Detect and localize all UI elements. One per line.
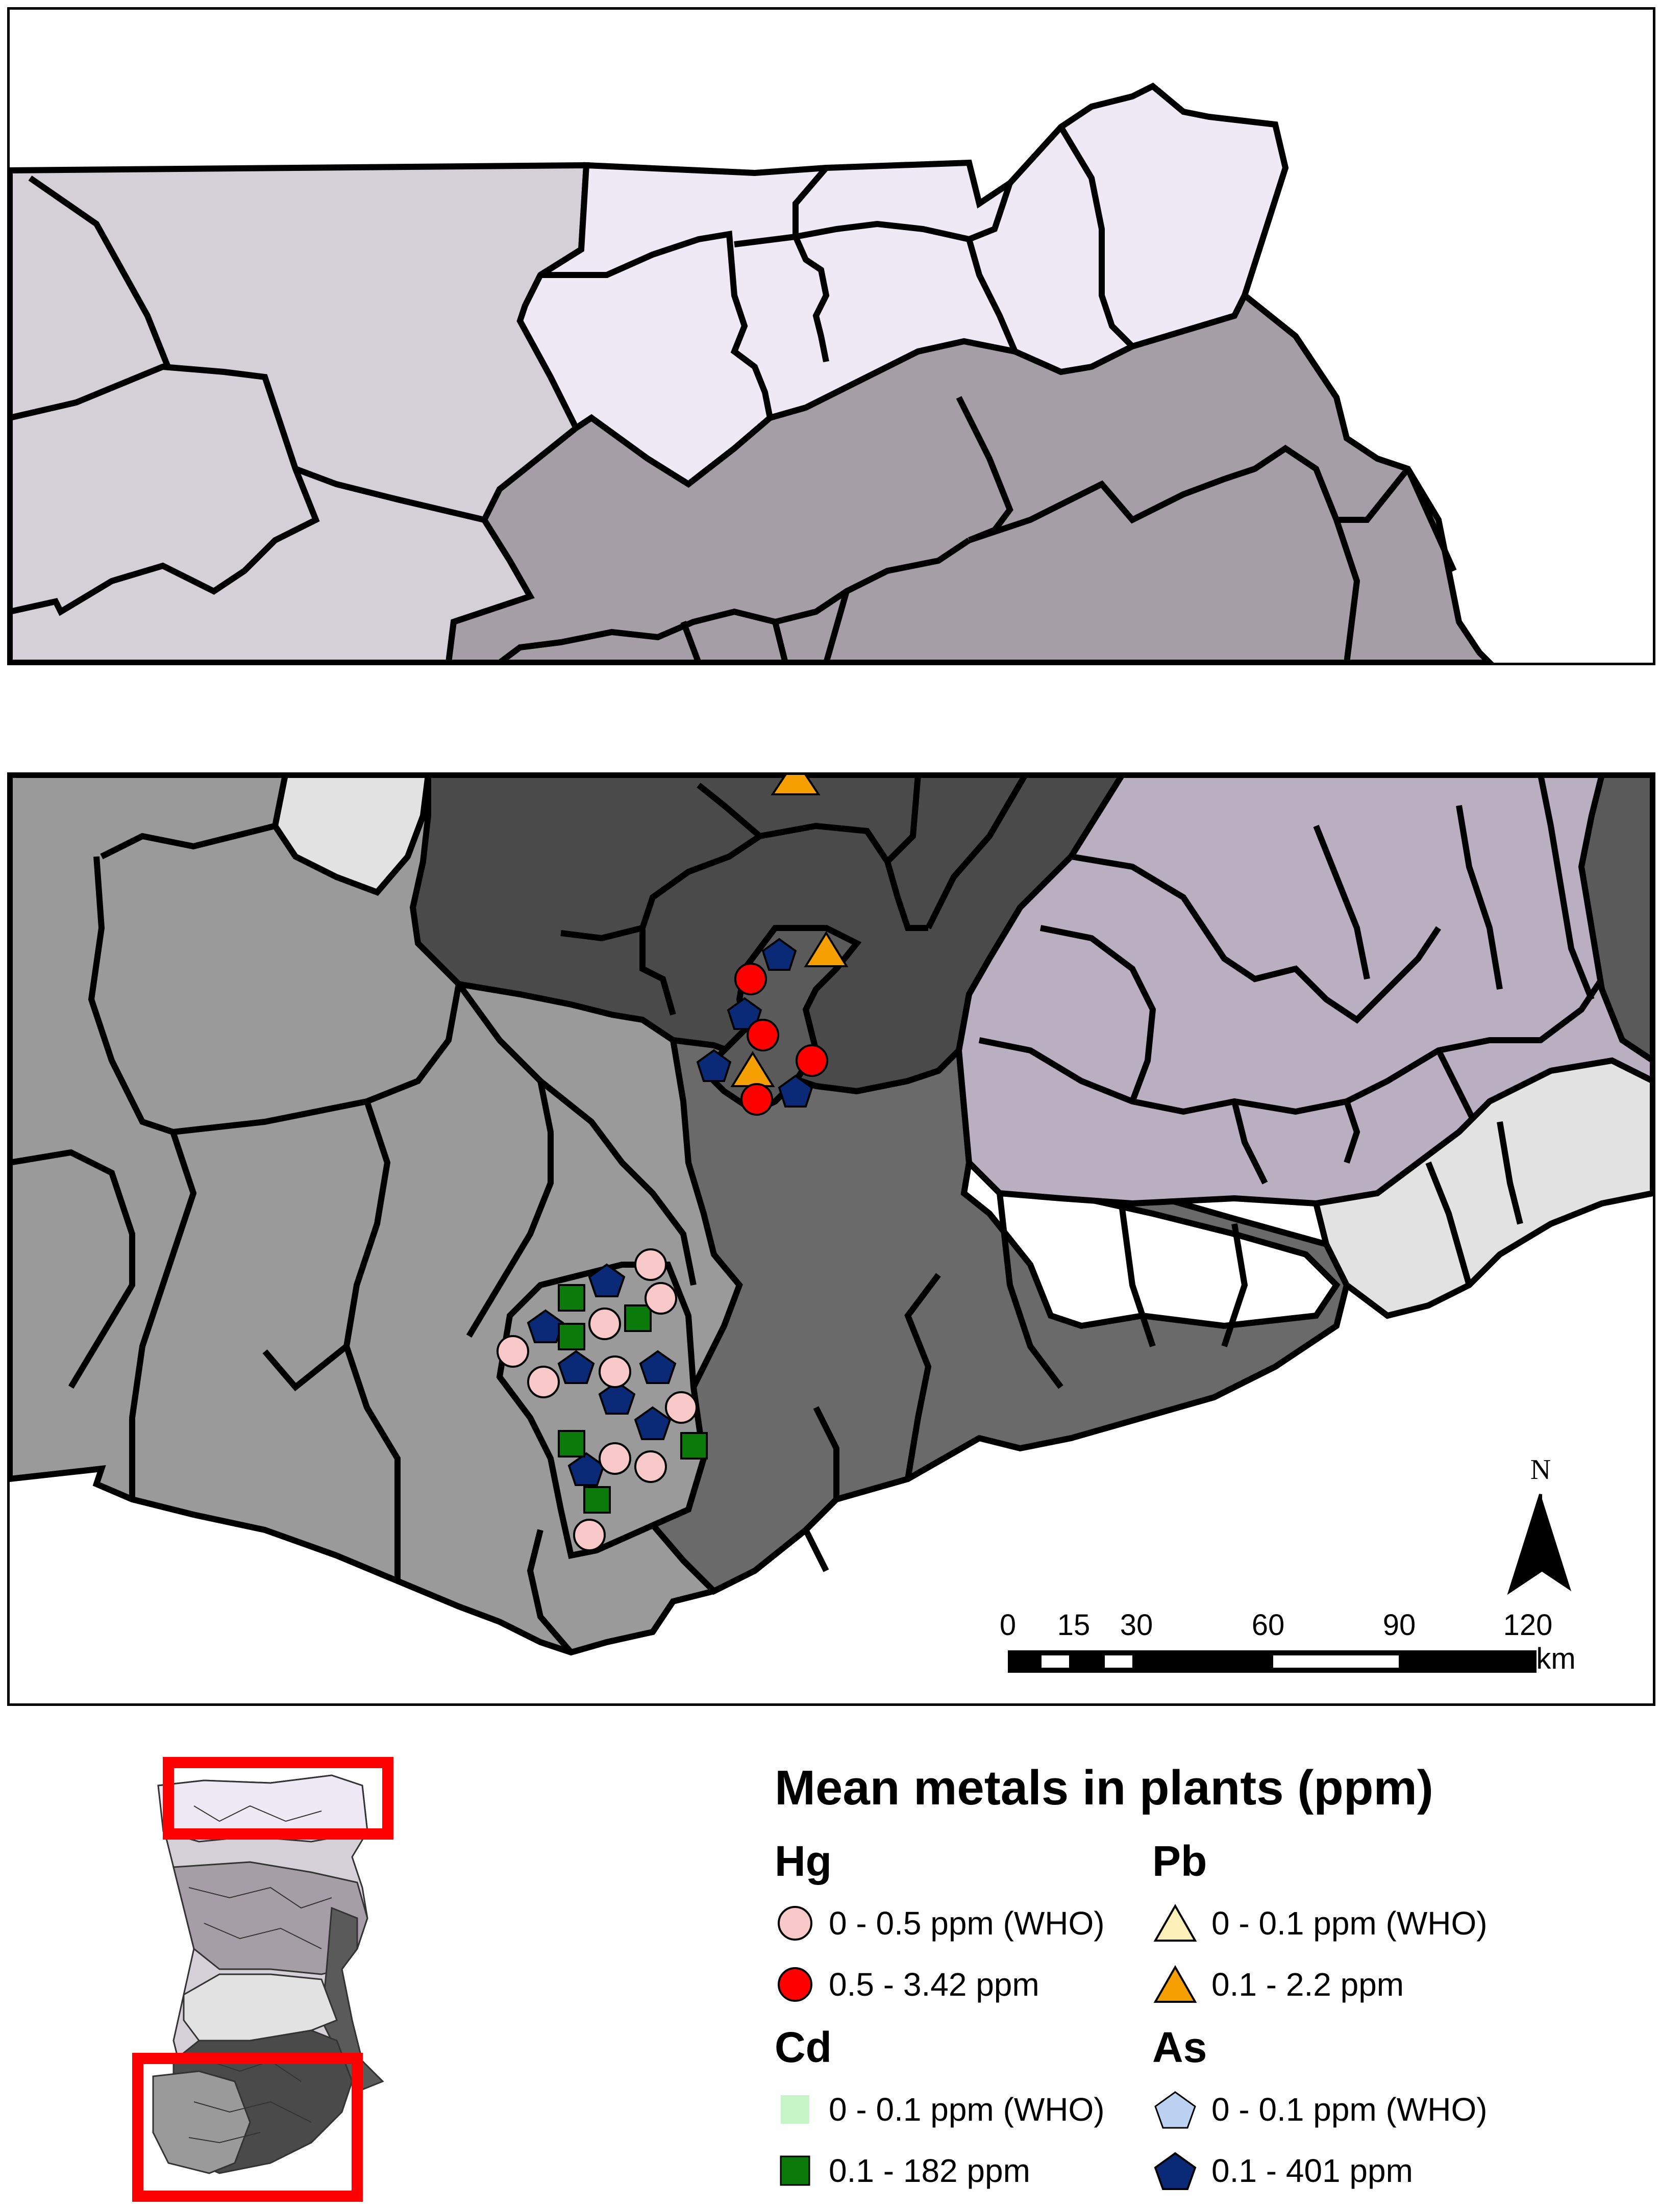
legend-item-hg-low: 0 - 0.5 ppm (WHO): [775, 1903, 1105, 1944]
legend-label: 0 - 0.1 ppm (WHO): [1211, 1905, 1488, 1942]
cd-marker-high[interactable]: [583, 1486, 611, 1514]
as-marker-high[interactable]: [778, 1074, 813, 1108]
legend-label: 0.5 - 3.42 ppm: [829, 1966, 1039, 2003]
cd-marker-high[interactable]: [558, 1284, 585, 1312]
locator-frame-south: [132, 2053, 363, 2202]
district-lines-west: [10, 175, 485, 616]
hg-marker-low[interactable]: [599, 1355, 631, 1388]
scale-unit: km: [1536, 1642, 1575, 1675]
circle-pink-icon: [778, 1906, 812, 1941]
ghana-south-grey: [152, 2070, 251, 2174]
legend-label: 0 - 0.1 ppm (WHO): [1211, 2091, 1488, 2128]
scale-tick-60: 60: [1252, 1608, 1285, 1642]
legend-item-as-high: 0.1 - 401 ppm: [1152, 2150, 1413, 2191]
as-marker-high[interactable]: [727, 997, 762, 1030]
scale-bar: 0 15 30 60 90 120 km: [1000, 1608, 1576, 1675]
cd-marker-high[interactable]: [624, 1304, 652, 1332]
north-arrow-label: N: [1530, 1454, 1551, 1486]
triangle-light-icon: [1153, 1903, 1197, 1942]
hg-marker-low[interactable]: [634, 1450, 667, 1483]
legend-group-pb: Pb: [1152, 1837, 1207, 1885]
square-green-icon: [780, 2155, 810, 2186]
as-marker-high[interactable]: [761, 938, 797, 971]
square-lightgreen-icon: [781, 2095, 809, 2124]
scale-tick-30: 30: [1120, 1608, 1153, 1642]
cd-marker-high[interactable]: [558, 1430, 585, 1457]
hg-marker-low[interactable]: [527, 1366, 560, 1398]
hg-marker-high[interactable]: [734, 963, 767, 995]
district-lines-east-light: [1425, 1121, 1523, 1286]
district-lines-south: [498, 396, 1457, 663]
hg-marker-low[interactable]: [573, 1519, 606, 1551]
as-marker-high[interactable]: [634, 1406, 672, 1440]
legend-label: 0 - 0.1 ppm (WHO): [829, 2091, 1105, 2128]
legend-item-hg-high: 0.5 - 3.42 ppm: [775, 1964, 1039, 2005]
hg-marker-low[interactable]: [665, 1391, 698, 1424]
cd-marker-high[interactable]: [558, 1323, 585, 1350]
legend-title: Mean metals in plants (ppm): [775, 1761, 1433, 1815]
hg-marker-low[interactable]: [599, 1442, 631, 1475]
north-map: [10, 10, 1653, 663]
hg-marker-low[interactable]: [588, 1308, 621, 1340]
as-marker-high[interactable]: [557, 1350, 595, 1384]
district-south-dark: [445, 290, 1494, 663]
district-lines-east: [978, 775, 1604, 1185]
sample-markers: [497, 775, 849, 1551]
cd-marker-high[interactable]: [680, 1432, 708, 1460]
south-map-panel[interactable]: N 0 15 30 60 90 120 km: [7, 772, 1655, 1706]
legend-label: 0.1 - 182 ppm: [829, 2152, 1030, 2189]
triangle-orange-icon: [1153, 1965, 1197, 2003]
district-lines-northeast: [540, 125, 1135, 419]
pentagon-lightblue-icon: [1154, 2091, 1196, 2129]
pentagon-navy-icon: [1154, 2152, 1197, 2190]
legend-item-pb-low: 0 - 0.1 ppm (WHO): [1152, 1903, 1488, 1944]
district-east-light: [1312, 1057, 1653, 1319]
legend-item-cd-high: 0.1 - 182 ppm: [775, 2150, 1030, 2191]
as-marker-high[interactable]: [598, 1380, 636, 1415]
as-marker-high[interactable]: [639, 1350, 677, 1384]
hg-marker-high[interactable]: [747, 1019, 779, 1051]
legend-item-cd-low: 0 - 0.1 ppm (WHO): [775, 2089, 1105, 2130]
hg-marker-low[interactable]: [634, 1248, 667, 1281]
district-far-east-dark: [1578, 775, 1653, 1065]
pb-marker-high[interactable]: [804, 931, 849, 967]
hg-marker-low[interactable]: [497, 1335, 529, 1368]
legend-group-cd: Cd: [775, 2023, 832, 2071]
district-lines-southeast: [813, 1193, 1248, 1499]
scale-tick-90: 90: [1383, 1608, 1416, 1642]
ghana-district-lines: [188, 1805, 332, 2144]
ghana-central-light: [183, 1973, 338, 2042]
legend-group-hg: Hg: [775, 1837, 832, 1885]
scale-tick-0: 0: [1000, 1608, 1016, 1642]
locator-map: [117, 1755, 424, 2204]
north-map-panel[interactable]: [7, 7, 1655, 665]
hg-marker-low[interactable]: [645, 1282, 677, 1315]
legend-group-as: As: [1152, 2023, 1207, 2071]
south-map: N 0 15 30 60 90 120 km: [10, 775, 1653, 1703]
scale-tick-15: 15: [1057, 1608, 1091, 1642]
hg-marker-high[interactable]: [740, 1083, 773, 1116]
north-arrow: N: [1507, 1454, 1571, 1595]
legend-label: 0.1 - 2.2 ppm: [1211, 1966, 1404, 2003]
legend-item-as-low: 0 - 0.1 ppm (WHO): [1152, 2089, 1488, 2130]
hg-marker-high[interactable]: [796, 1044, 828, 1077]
as-marker-high[interactable]: [588, 1263, 626, 1297]
legend-label: 0 - 0.5 ppm (WHO): [829, 1905, 1105, 1942]
scale-tick-120: 120: [1503, 1608, 1553, 1642]
legend-label: 0.1 - 401 ppm: [1211, 2152, 1413, 2189]
circle-red-icon: [778, 1967, 812, 2002]
as-marker-high[interactable]: [527, 1309, 564, 1343]
as-marker-high[interactable]: [696, 1049, 732, 1082]
locator-frame-north: [163, 1757, 393, 1840]
pb-marker-high[interactable]: [771, 775, 821, 795]
district-lines-west: [10, 823, 829, 1654]
legend-item-pb-high: 0.1 - 2.2 ppm: [1152, 1964, 1404, 2005]
